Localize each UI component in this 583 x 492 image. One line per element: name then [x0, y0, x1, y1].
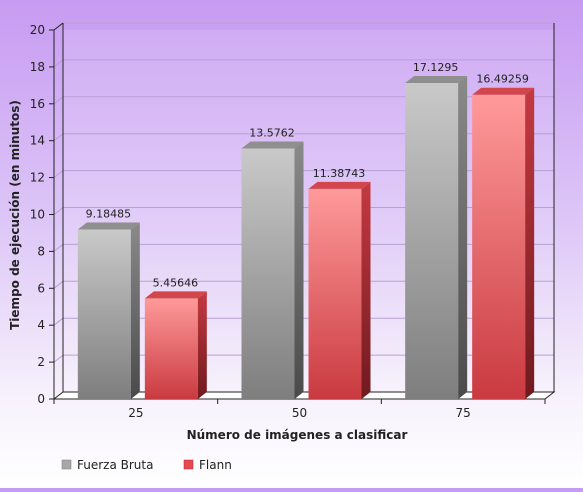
y-tick-label: 8	[37, 244, 45, 258]
y-tick-label: 12	[30, 171, 45, 185]
y-tick-label: 6	[37, 281, 45, 295]
bar-flann-25	[144, 291, 207, 399]
gridline-diag	[53, 96, 64, 105]
data-label-flann-50: 11.38743	[313, 167, 366, 180]
bar-front-fuerza-bruta-50	[241, 148, 295, 399]
bar-top-fuerza-bruta-50	[241, 141, 304, 149]
bar-top-fuerza-bruta-75	[405, 75, 468, 83]
y-axis-title: Tiempo de ejecución (en minutos)	[8, 100, 22, 330]
bar-fuerza-bruta-75	[405, 75, 468, 399]
y-tick-label: 20	[30, 23, 45, 37]
legend: Fuerza Bruta Flann	[61, 458, 232, 472]
gridline-diag	[53, 317, 64, 326]
bars	[77, 75, 535, 399]
data-label-fuerza-bruta-50: 13.5762	[249, 127, 295, 140]
bar-fuerza-bruta-50	[241, 141, 304, 399]
bar-side-fuerza-bruta-75	[458, 75, 468, 399]
y-tick-label: 10	[30, 208, 45, 222]
x-axis-title: Número de imágenes a clasificar	[187, 428, 408, 442]
bar-side-flann-75	[525, 87, 535, 399]
y-tick-label: 18	[30, 60, 45, 74]
data-label-fuerza-bruta-75: 17.1295	[413, 61, 459, 74]
gridline-diag	[53, 170, 64, 178]
y-tick-label: 0	[37, 392, 45, 406]
x-tick-label: 25	[128, 406, 143, 420]
legend-label-fuerza-bruta: Fuerza Bruta	[77, 458, 153, 472]
x-axis-ticks: 25 50 75	[53, 399, 546, 420]
axis-top-edge	[53, 22, 64, 31]
bar-flann-75	[472, 87, 535, 399]
bar-front-flann-75	[472, 94, 526, 399]
bar-top-fuerza-bruta-25	[77, 222, 140, 230]
y-tick-label: 16	[30, 97, 45, 111]
bar-fuerza-bruta-25	[77, 222, 140, 399]
legend-swatch-fuerza-bruta	[61, 459, 72, 470]
data-label-flann-25: 5.45646	[153, 276, 199, 289]
x-tick-label: 50	[292, 406, 307, 420]
bar-flann-50	[308, 181, 371, 399]
bar-top-flann-75	[472, 87, 535, 95]
bar-front-flann-50	[308, 188, 362, 399]
legend-swatch-flann	[183, 459, 194, 470]
y-axis-ticks: 0 2 4 6 8 10 12 14 16 18 20	[30, 23, 54, 406]
legend-label-flann: Flann	[199, 458, 232, 472]
bar-top-flann-25	[144, 291, 207, 299]
gridline-diag	[53, 207, 64, 215]
x-tick-label: 75	[456, 406, 471, 420]
data-label-fuerza-bruta-25: 9.18485	[86, 208, 132, 221]
gridline-diag	[53, 244, 64, 252]
bar-front-fuerza-bruta-75	[405, 82, 459, 399]
bar-front-fuerza-bruta-25	[77, 229, 131, 399]
bar-side-flann-25	[197, 291, 207, 399]
bar-side-fuerza-bruta-50	[294, 141, 304, 399]
gridline-diag	[53, 280, 64, 289]
data-label-flann-75: 16.49259	[476, 73, 529, 86]
gridline-diag	[53, 354, 64, 363]
y-tick-label: 2	[37, 355, 45, 369]
data-labels: 9.18485 5.45646 13.5762 11.38743 17.1295 16.4…	[86, 61, 529, 289]
bar-side-fuerza-bruta-25	[130, 222, 140, 399]
bar-top-flann-50	[308, 181, 371, 189]
y-tick-label: 4	[37, 318, 45, 332]
bar-side-flann-50	[361, 181, 371, 399]
bar-front-flann-25	[144, 298, 198, 399]
gridline-diag	[53, 133, 64, 142]
y-tick-label: 14	[30, 134, 45, 148]
gridline-diag	[53, 59, 64, 68]
